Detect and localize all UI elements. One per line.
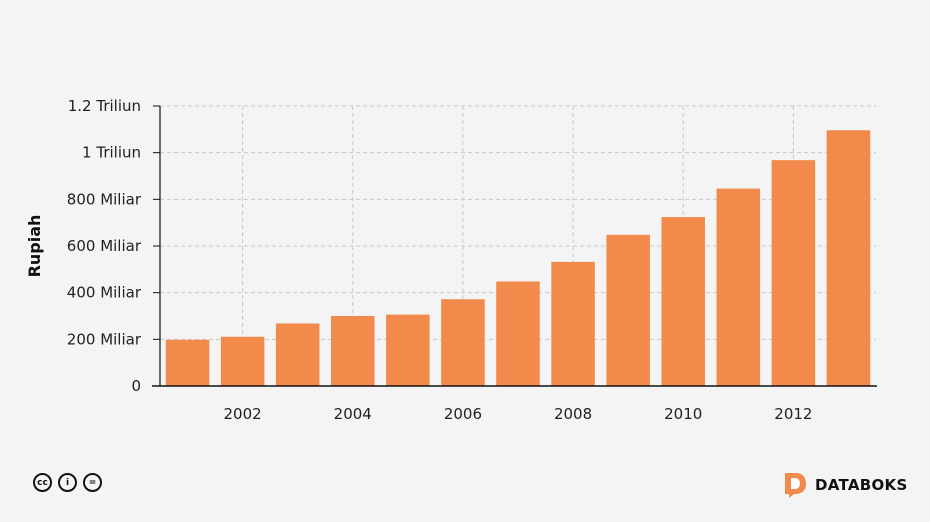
by-icon: i <box>58 473 77 492</box>
y-tick-label: 0 <box>131 377 141 395</box>
bar-2013 <box>826 130 871 386</box>
brand-logo: DATABOKS <box>783 472 908 498</box>
bar-2011 <box>716 188 761 386</box>
x-tick-label: 2002 <box>224 405 262 423</box>
bar-2005 <box>386 314 430 386</box>
bar-2009 <box>606 234 650 386</box>
x-tick-label: 2012 <box>774 405 812 423</box>
bar-2004 <box>331 316 375 386</box>
bar-2006 <box>441 299 485 386</box>
y-tick-label: 1 Triliun <box>82 144 141 162</box>
bar-2008 <box>551 261 595 386</box>
cc-icon: cc <box>33 473 52 492</box>
y-tick-label: 600 Miliar <box>67 237 142 255</box>
bar-2007 <box>496 281 540 386</box>
databoks-icon <box>785 473 806 498</box>
brand-name: DATABOKS <box>815 476 908 494</box>
bar-2001 <box>165 339 210 386</box>
y-tick-label: 400 Miliar <box>67 284 142 302</box>
y-axis-label: Rupiah <box>25 215 44 278</box>
bar-2010 <box>661 217 705 386</box>
bar-2003 <box>275 323 320 386</box>
license-icons: cc i = <box>33 473 102 492</box>
y-tick-label: 1.2 Triliun <box>68 97 141 115</box>
x-tick-label: 2008 <box>554 405 592 423</box>
y-tick-label: 200 Miliar <box>67 330 142 348</box>
x-tick-label: 2006 <box>444 405 482 423</box>
bar-2012 <box>771 160 816 386</box>
x-tick-label: 2010 <box>664 405 702 423</box>
tick-labels: 0 200 Miliar 400 Miliar 600 Miliar 800 Milia… <box>67 97 813 423</box>
bar-2002 <box>220 336 265 386</box>
x-tick-label: 2004 <box>334 405 372 423</box>
nd-icon: = <box>83 473 102 492</box>
y-tick-label: 800 Miliar <box>67 190 142 208</box>
axes <box>152 105 877 387</box>
bar-series <box>165 130 871 386</box>
